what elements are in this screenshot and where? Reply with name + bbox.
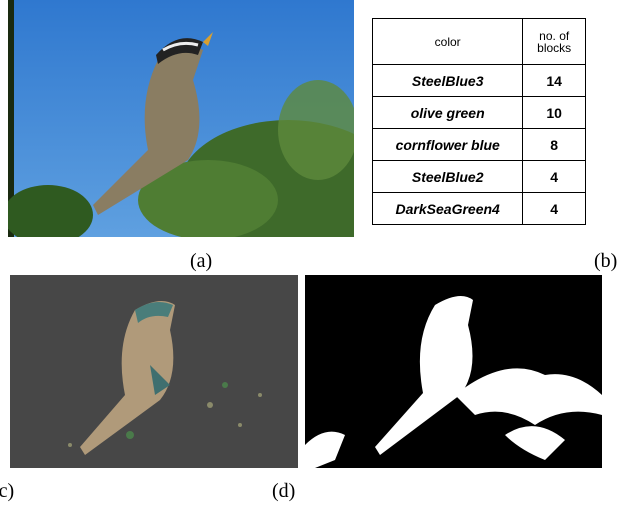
block-count: 4 <box>523 193 586 225</box>
label-d: (d) <box>272 480 295 503</box>
block-count: 14 <box>523 65 586 97</box>
photo-original <box>8 0 354 237</box>
label-b: (b) <box>594 250 617 273</box>
header-blocks: no. of blocks <box>523 19 586 65</box>
block-count: 4 <box>523 161 586 193</box>
block-count: 8 <box>523 129 586 161</box>
block-count: 10 <box>523 97 586 129</box>
color-name: SteelBlue2 <box>373 161 523 193</box>
color-name: cornflower blue <box>373 129 523 161</box>
page: color no. of blocks SteelBlue314olive gr… <box>0 0 622 506</box>
color-name: olive green <box>373 97 523 129</box>
color-name: SteelBlue3 <box>373 65 523 97</box>
label-c: (c) <box>0 480 14 503</box>
header-color: color <box>373 19 523 65</box>
color-name: DarkSeaGreen4 <box>373 193 523 225</box>
photo-segmented <box>10 275 298 468</box>
label-a: (a) <box>190 250 212 273</box>
photo-mask <box>305 275 602 468</box>
